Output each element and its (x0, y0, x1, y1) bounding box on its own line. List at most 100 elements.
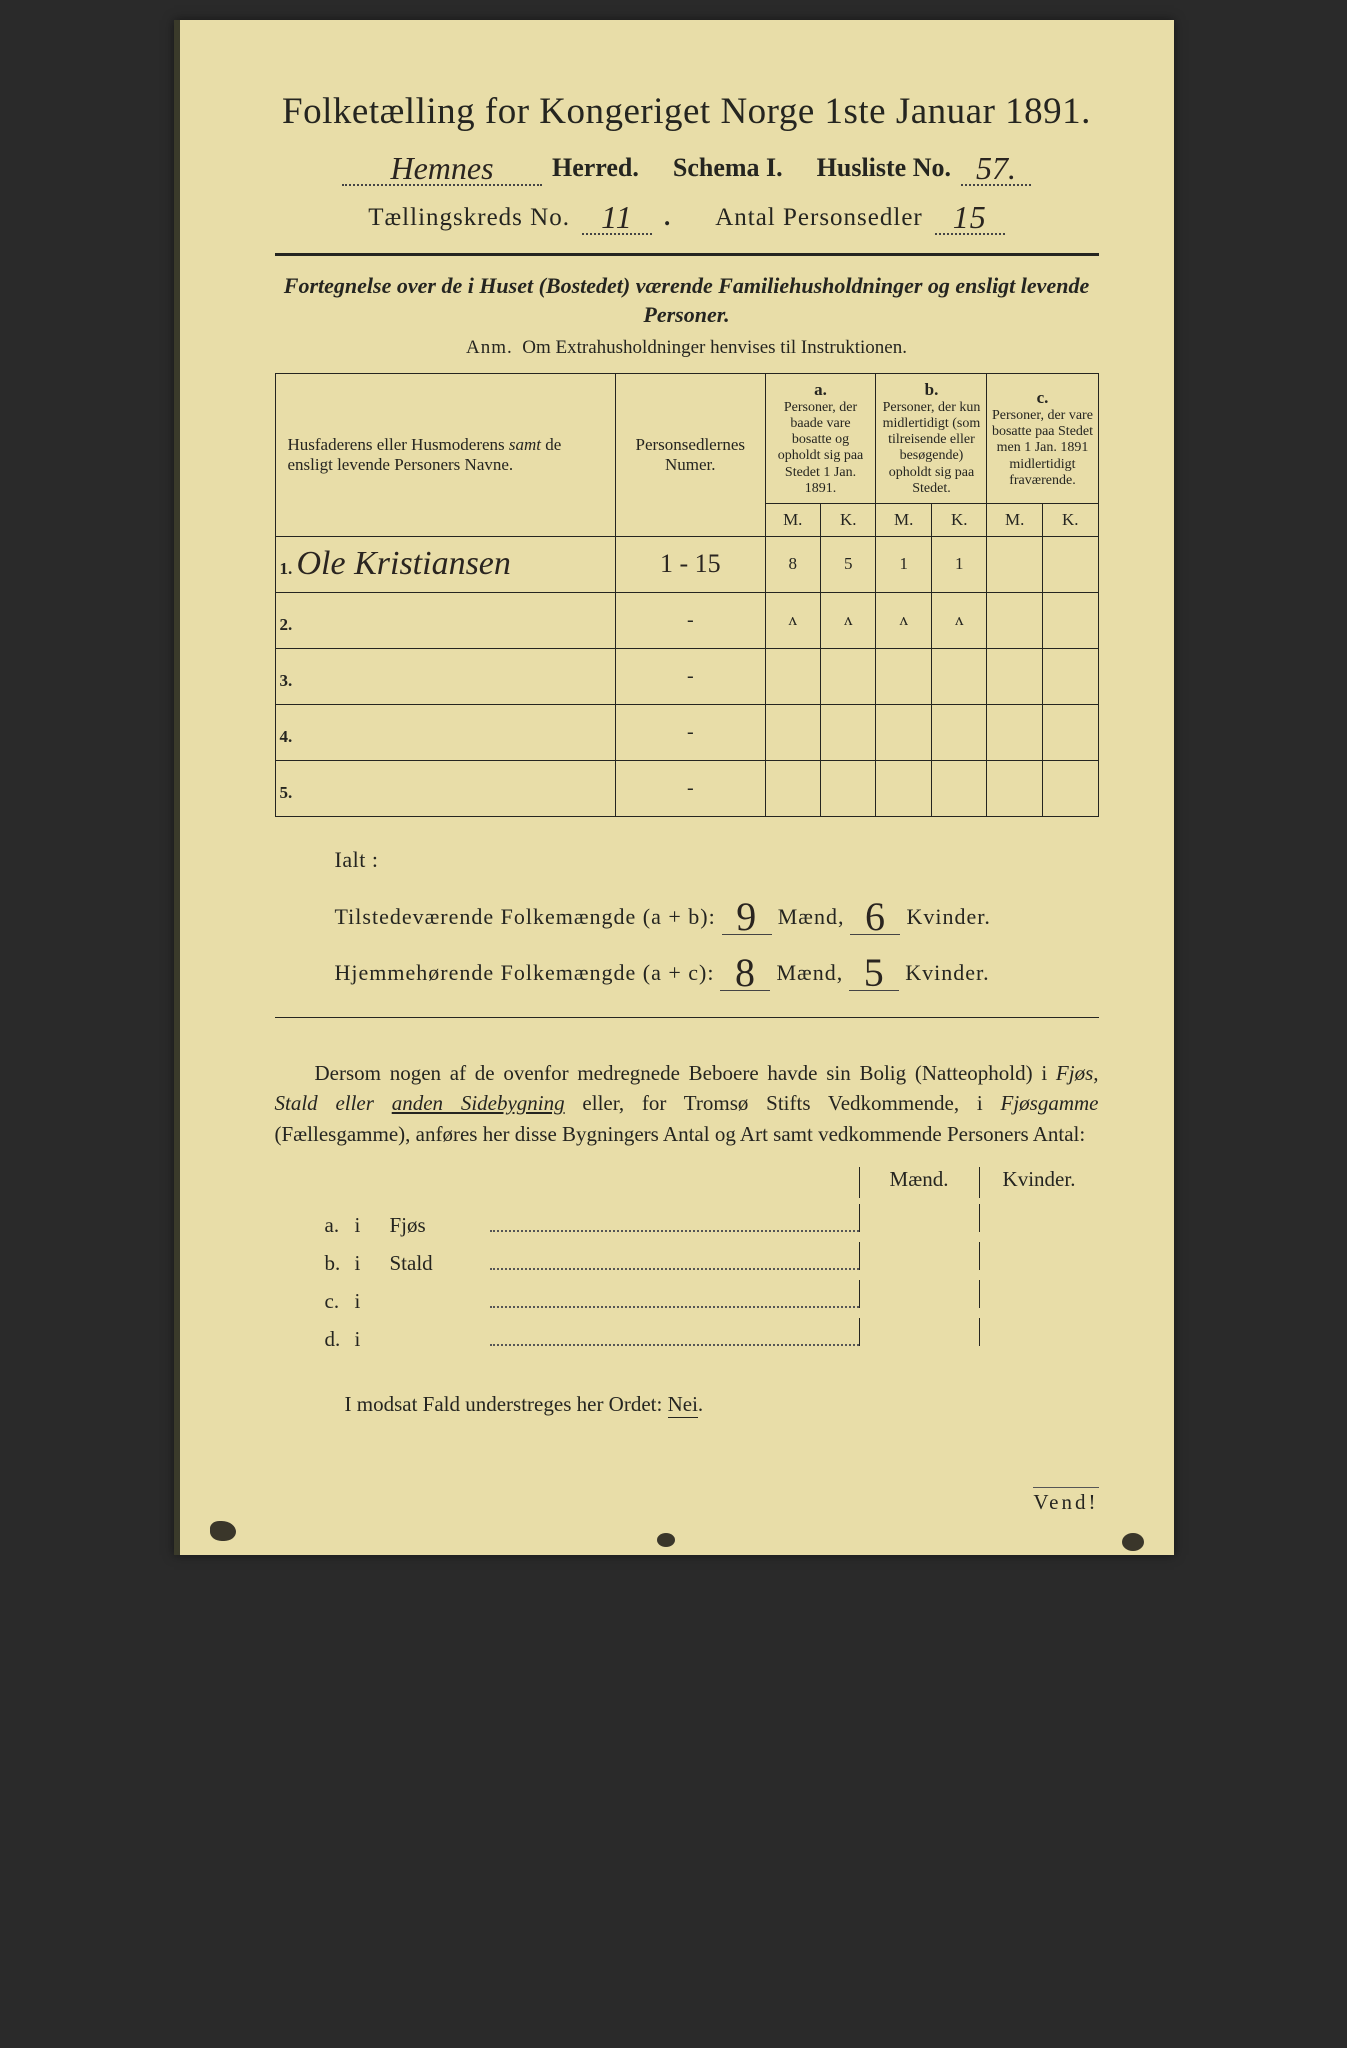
page-damage (657, 1533, 675, 1547)
cell-c-m (987, 760, 1042, 816)
cell-a-k (821, 760, 876, 816)
cell-a-k (821, 648, 876, 704)
row-name-cell: 4. (275, 704, 616, 760)
table-row: 4. - (275, 704, 1098, 760)
household-table: Husfaderens eller Husmoderens samt de en… (275, 373, 1099, 817)
herred-field: Hemnes (342, 147, 542, 186)
bldg-row-m (859, 1204, 979, 1232)
cell-a-m (765, 648, 820, 704)
bldg-row-dots (490, 1268, 859, 1270)
desc-line1: Fortegnelse over de i Huset (Bostedet) v… (275, 272, 1099, 329)
bldg-row: d. i (325, 1318, 1099, 1352)
bldg-row: a. i Fjøs (325, 1204, 1099, 1238)
row-name-cell: 2. (275, 592, 616, 648)
cell-a-m (765, 704, 820, 760)
bldg-row-m (859, 1280, 979, 1308)
rule (275, 253, 1099, 256)
col-a-m: M. (765, 503, 820, 536)
ialt-label: Ialt : (335, 847, 1099, 873)
row-num-cell: 1 - 15 (616, 536, 765, 592)
cell-b-m (876, 648, 931, 704)
cell-b-m (876, 704, 931, 760)
row-num-cell: - (616, 704, 765, 760)
row-name-cell: 1. Ole Kristiansen (275, 536, 616, 592)
cell-c-k (1042, 536, 1098, 592)
row-num-cell: - (616, 648, 765, 704)
bldg-maend-head: Mænd. (859, 1167, 979, 1198)
resident-m: 8 (720, 943, 770, 991)
resident-k: 5 (849, 943, 899, 991)
desc-line2: Anm. Om Extrahusholdninger henvises til … (275, 337, 1099, 359)
cell-a-m (765, 760, 820, 816)
bldg-row-k (979, 1242, 1099, 1270)
kreds-field: 11 (582, 196, 652, 235)
bldg-row-name: Stald (390, 1251, 490, 1276)
table-row: 1. Ole Kristiansen 1 - 15 8 5 1 1 (275, 536, 1098, 592)
cell-c-k (1042, 648, 1098, 704)
cell-a-k (821, 704, 876, 760)
bldg-row-dots (490, 1306, 859, 1308)
cell-b-m: 1 (876, 536, 931, 592)
cell-b-k (931, 648, 986, 704)
row-num-cell: - (616, 760, 765, 816)
bldg-kvinder-head: Kvinder. (979, 1167, 1099, 1198)
bldg-row: b. i Stald (325, 1242, 1099, 1276)
cell-c-k (1042, 704, 1098, 760)
page-damage (1122, 1533, 1144, 1551)
bldg-row-name: Fjøs (390, 1213, 490, 1238)
col-b-k: K. (931, 503, 986, 536)
antal-label: Antal Personsedler (715, 204, 923, 232)
cell-a-k: ʌ (821, 592, 876, 648)
present-m: 9 (722, 887, 772, 935)
census-form-page: Folketælling for Kongeriget Norge 1ste J… (174, 20, 1174, 1555)
cell-b-k (931, 760, 986, 816)
bldg-row: c. i (325, 1280, 1099, 1314)
row-num-cell: - (616, 592, 765, 648)
col-c-head: c. Personer, der vare bosatte paa Stedet… (987, 374, 1098, 504)
col-a-k: K. (821, 503, 876, 536)
bldg-row-m (859, 1242, 979, 1270)
col-a-head: a. Personer, der baade vare bosatte og o… (765, 374, 876, 504)
cell-b-m (876, 760, 931, 816)
cell-b-k: ʌ (931, 592, 986, 648)
cell-c-m (987, 536, 1042, 592)
cell-c-m (987, 704, 1042, 760)
cell-c-m (987, 592, 1042, 648)
description-block: Fortegnelse over de i Huset (Bostedet) v… (275, 272, 1099, 359)
bldg-row-dots (490, 1230, 859, 1232)
totals-resident: Hjemmehørende Folkemængde (a + c): 8 Mæn… (335, 943, 1099, 991)
bldg-row-label: c. (325, 1289, 355, 1314)
totals-block: Ialt : Tilstedeværende Folkemængde (a + … (335, 847, 1099, 991)
husliste-label: Husliste No. (817, 153, 951, 183)
totals-present: Tilstedeværende Folkemængde (a + b): 9 M… (335, 887, 1099, 935)
bldg-row-label: b. (325, 1251, 355, 1276)
building-table: Mænd. Kvinder. a. i Fjøs b. i Stald c. i… (325, 1167, 1099, 1352)
table-row: 2. - ʌ ʌ ʌ ʌ (275, 592, 1098, 648)
cell-c-k (1042, 592, 1098, 648)
col-b-m: M. (876, 503, 931, 536)
bldg-row-m (859, 1318, 979, 1346)
col-num-head: Personsedlernes Numer. (616, 374, 765, 537)
rule (275, 1017, 1099, 1018)
kreds-label: Tællingskreds No. (368, 204, 570, 232)
col-b-head: b. Personer, der kun midlertidigt (som t… (876, 374, 987, 504)
antal-field: 15 (935, 196, 1005, 235)
cell-b-k (931, 704, 986, 760)
main-title: Folketælling for Kongeriget Norge 1ste J… (275, 90, 1099, 133)
bldg-header: Mænd. Kvinder. (325, 1167, 1099, 1198)
title-block: Folketælling for Kongeriget Norge 1ste J… (275, 90, 1099, 235)
cell-a-k: 5 (821, 536, 876, 592)
col-c-m: M. (987, 503, 1042, 536)
table-row: 3. - (275, 648, 1098, 704)
bldg-row-i: i (355, 1213, 390, 1238)
bldg-row-i: i (355, 1251, 390, 1276)
bldg-row-k (979, 1318, 1099, 1346)
herred-label: Herred. (552, 153, 639, 183)
page-damage (210, 1521, 236, 1541)
col-c-k: K. (1042, 503, 1098, 536)
col-names-head: Husfaderens eller Husmoderens samt de en… (275, 374, 616, 537)
present-k: 6 (850, 887, 900, 935)
cell-b-k: 1 (931, 536, 986, 592)
bldg-row-dots (490, 1344, 859, 1346)
building-paragraph: Dersom nogen af de ovenfor medregnede Be… (275, 1058, 1099, 1149)
